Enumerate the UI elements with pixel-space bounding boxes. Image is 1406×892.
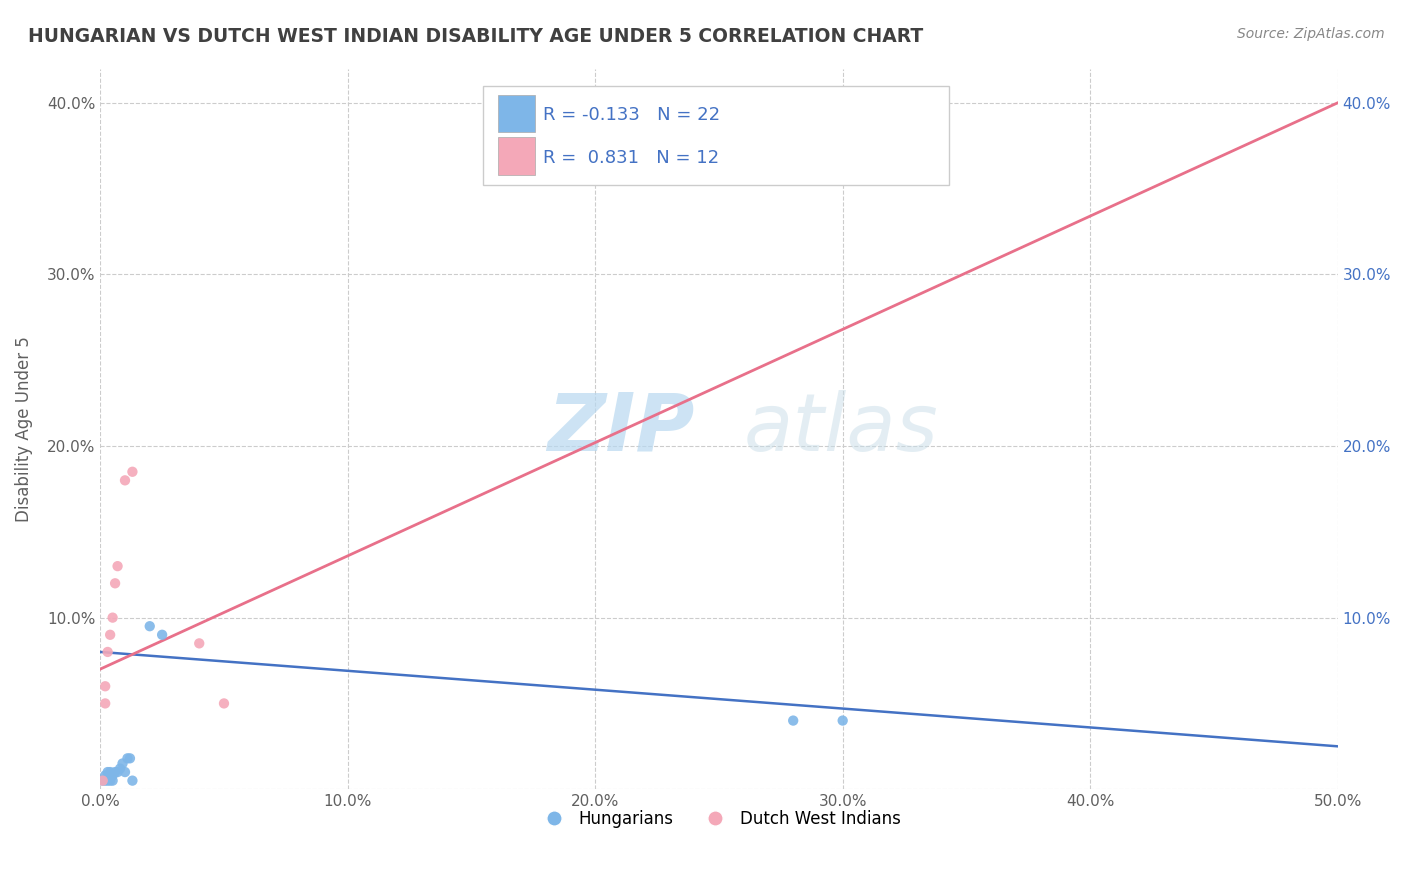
Point [98, 765, 121, 780]
Point [101, 768, 124, 782]
Point [97, 645, 120, 659]
Point [94, 697, 117, 711]
Point [831, 714, 853, 728]
Point [97, 773, 120, 788]
Point [188, 636, 211, 650]
Point [104, 765, 127, 780]
Text: atlas: atlas [744, 390, 938, 468]
Text: R =  0.831   N = 12: R = 0.831 N = 12 [544, 149, 720, 167]
Point [107, 559, 129, 574]
Point [108, 762, 131, 776]
Point [94, 768, 117, 782]
Point [94, 679, 117, 693]
Point [782, 714, 804, 728]
Y-axis label: Disability Age Under 5: Disability Age Under 5 [15, 336, 32, 522]
Point [121, 773, 143, 788]
Point [97, 768, 120, 782]
Text: Source: ZipAtlas.com: Source: ZipAtlas.com [1237, 27, 1385, 41]
Point [98, 628, 121, 642]
Point [111, 756, 134, 771]
Point [150, 628, 173, 642]
Point [94, 773, 117, 788]
Point [101, 773, 124, 788]
Text: ZIP: ZIP [547, 390, 695, 468]
Point [139, 619, 162, 633]
Point [98, 773, 121, 788]
Point [114, 765, 136, 780]
Point [107, 765, 129, 780]
Point [121, 465, 143, 479]
Text: R = -0.133   N = 22: R = -0.133 N = 22 [544, 106, 721, 124]
Legend: Hungarians, Dutch West Indians: Hungarians, Dutch West Indians [530, 804, 908, 835]
Point [97, 765, 120, 780]
Point [91, 773, 114, 788]
Point [212, 697, 235, 711]
Point [118, 751, 141, 765]
Point [117, 751, 139, 765]
Point [114, 474, 136, 488]
Text: HUNGARIAN VS DUTCH WEST INDIAN DISABILITY AGE UNDER 5 CORRELATION CHART: HUNGARIAN VS DUTCH WEST INDIAN DISABILIT… [28, 27, 924, 45]
Point [91, 773, 114, 788]
Point [104, 576, 127, 591]
Point [101, 610, 124, 624]
